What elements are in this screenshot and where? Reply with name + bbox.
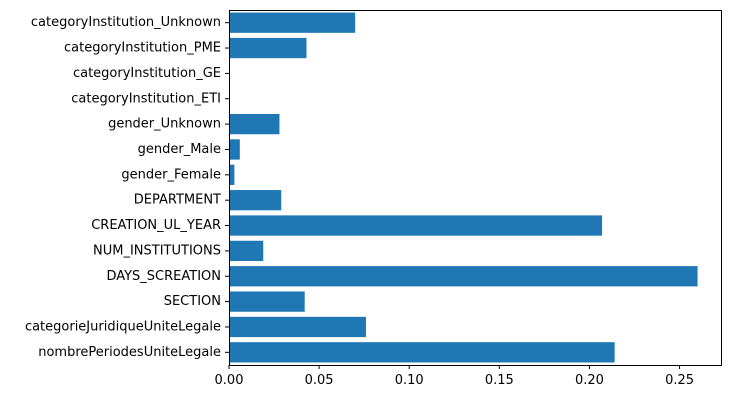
y-axis-ticks: nombrePeriodesUniteLegale categorieJuridi… bbox=[25, 15, 229, 360]
bar-CREATION_UL_YEAR bbox=[229, 215, 603, 236]
y-tick-label: DEPARTMENT bbox=[134, 193, 221, 208]
bar-gender_Unknown bbox=[229, 113, 280, 135]
x-tick-label: 0.00 bbox=[215, 373, 244, 388]
bar-categorieJuridiqueUniteLegale bbox=[229, 316, 366, 338]
x-tick-label: 0.05 bbox=[305, 373, 334, 388]
x-tick-label: 0.15 bbox=[485, 373, 514, 388]
y-tick-label: SECTION bbox=[164, 294, 221, 309]
bar-categoryInstitution_Unknown bbox=[229, 12, 356, 33]
x-axis-ticks: 0.00 0.05 0.10 0.15 0.20 0.25 bbox=[215, 365, 694, 388]
y-tick-label: categorieJuridiqueUniteLegale bbox=[25, 319, 221, 334]
bar-NUM_INSTITUTIONS bbox=[229, 240, 264, 262]
x-tick-label: 0.25 bbox=[665, 373, 694, 388]
x-tick-label: 0.20 bbox=[575, 373, 604, 388]
bar-gender_Female bbox=[229, 164, 235, 185]
y-tick-label: categoryInstitution_PME bbox=[64, 41, 221, 56]
bar-nombrePeriodesUniteLegale bbox=[229, 342, 615, 363]
y-tick-label: gender_Male bbox=[138, 142, 221, 157]
y-tick-label: nombrePeriodesUniteLegale bbox=[38, 345, 221, 360]
bar-gender_Male bbox=[229, 139, 240, 160]
y-tick-label: categoryInstitution_Unknown bbox=[31, 15, 221, 30]
y-tick-label: categoryInstitution_ETI bbox=[71, 91, 221, 106]
y-tick-label: NUM_INSTITUTIONS bbox=[93, 243, 221, 258]
y-tick-label: gender_Female bbox=[121, 167, 221, 182]
bar-DAYS_SCREATION bbox=[229, 266, 698, 287]
bar-DEPARTMENT bbox=[229, 190, 282, 211]
y-tick-label: DAYS_SCREATION bbox=[106, 269, 221, 284]
bar-categoryInstitution_PME bbox=[229, 37, 307, 59]
bars-group bbox=[229, 12, 698, 363]
y-tick-label: gender_Unknown bbox=[108, 117, 221, 132]
y-tick-label: categoryInstitution_GE bbox=[73, 66, 221, 81]
y-tick-label: CREATION_UL_YEAR bbox=[91, 218, 221, 233]
x-tick-label: 0.10 bbox=[395, 373, 424, 388]
bar-SECTION bbox=[229, 291, 305, 312]
plot-frame bbox=[229, 10, 722, 366]
